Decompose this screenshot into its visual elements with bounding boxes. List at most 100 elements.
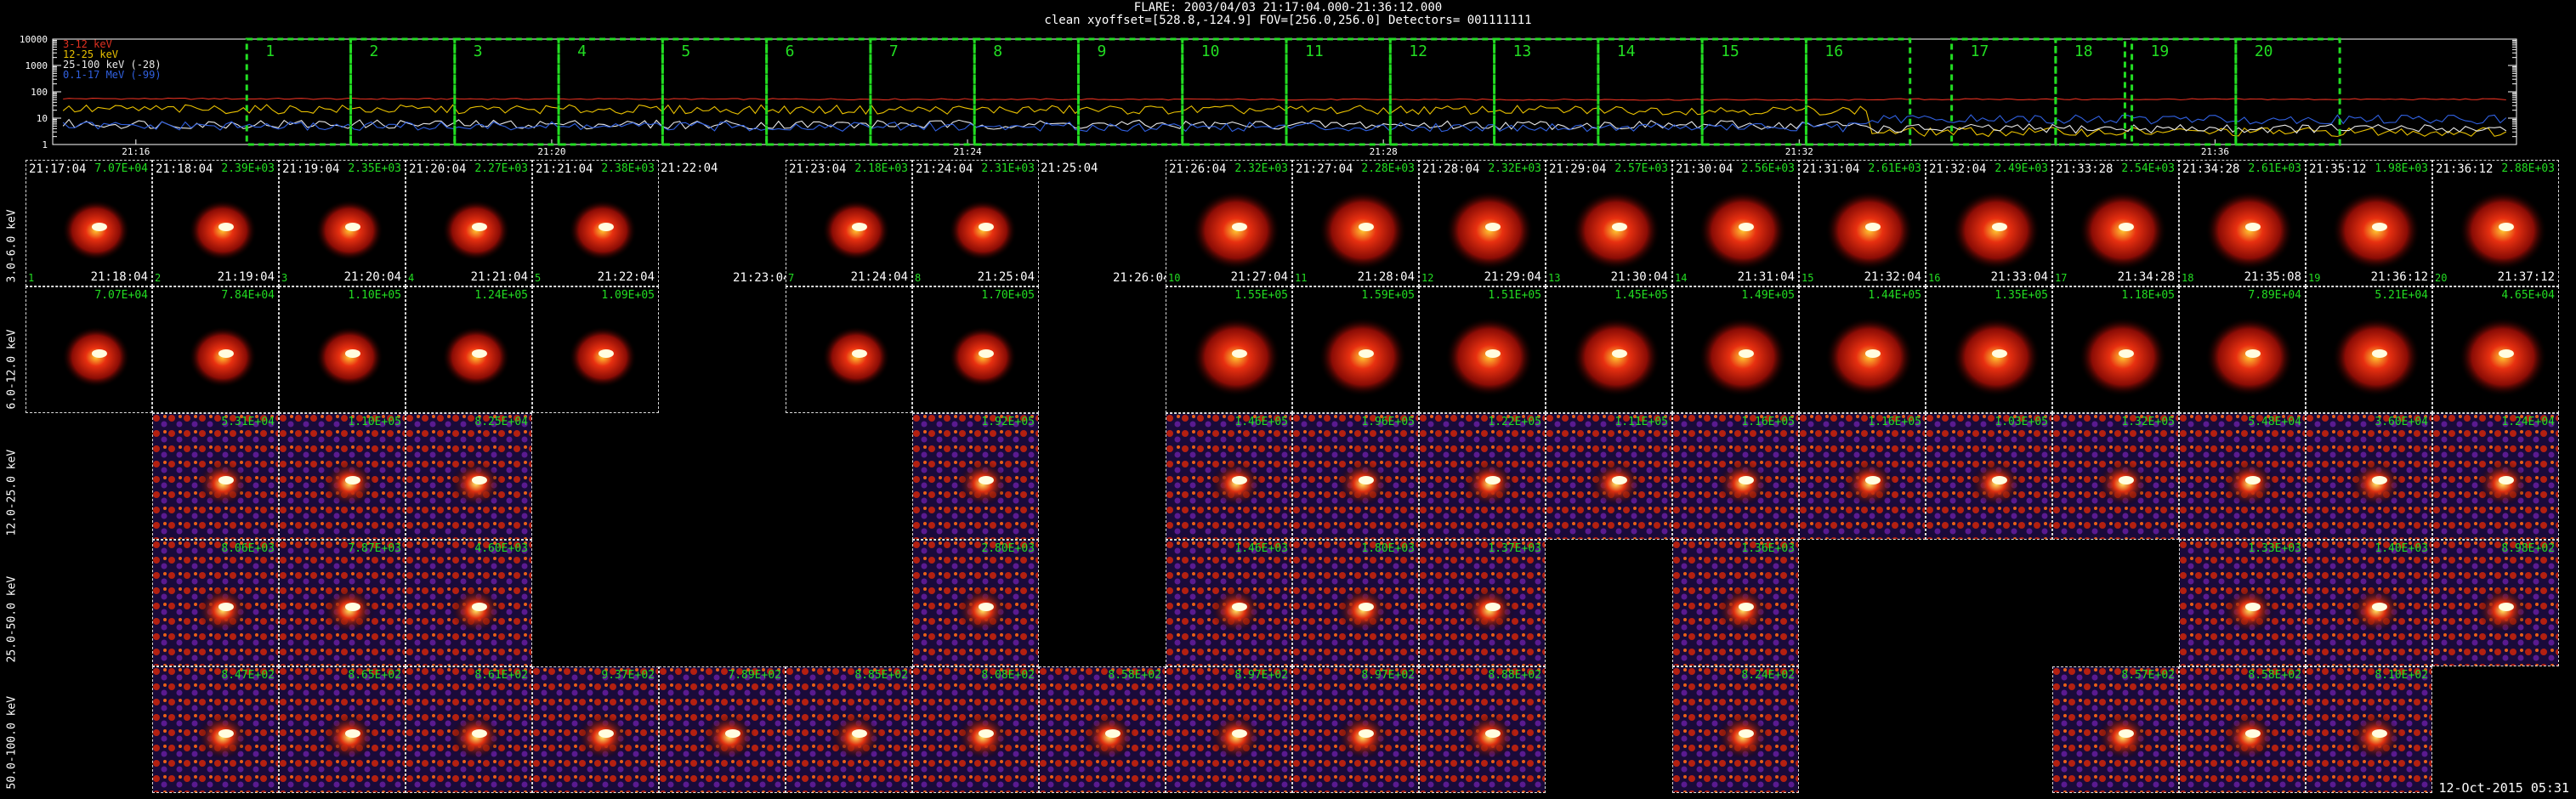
emission-source [153, 541, 278, 666]
rhessi-image [2078, 317, 2167, 397]
image-cell: 1.80E+03 [1292, 540, 1419, 666]
image-cell: 2.57E+03 21:29:04 21:30:04 13 [1546, 160, 1672, 286]
emission-source [948, 326, 1017, 388]
emission-source [1420, 667, 1545, 792]
emission-source [1166, 667, 1291, 792]
emission-source [1571, 317, 1660, 397]
peak-value: 1.36E+03 [1741, 542, 1795, 555]
image-cell: 2.31E+03 21:24:04 21:25:04 8 [912, 160, 1039, 286]
image-cell: 2.27E+03 21:20:04 21:21:04 4 [406, 160, 532, 286]
emission-source [406, 414, 531, 539]
image-cell: 1.49E+05 [1672, 286, 1799, 413]
peak-value: 8.06E+03 [221, 542, 275, 555]
emission-source [1166, 414, 1291, 539]
rhessi-image [1571, 190, 1660, 270]
image-cell: 8.97E+02 [1166, 666, 1292, 793]
interval-index: 18 [2182, 272, 2194, 284]
y-tick-label: 1 [42, 139, 48, 150]
peak-value: 1.11E+05 [1614, 416, 1668, 428]
rhessi-image [821, 199, 890, 261]
emission-source [568, 199, 637, 261]
rhessi-image [533, 667, 658, 792]
image-cell: 1.24E+04 [2432, 413, 2559, 540]
energy-band-label: 3.0-6.0 keV [5, 208, 19, 282]
peak-value: 2.88E+03 [2501, 162, 2555, 175]
rhessi-image [1166, 667, 1291, 792]
start-time: 21:32:04 [1929, 162, 1987, 176]
image-cell: 8.10E+02 [2306, 666, 2432, 793]
x-tick-label: 21:28 [1370, 146, 1398, 157]
peak-value: 1.16E+05 [1868, 416, 1921, 428]
emission-source [2078, 190, 2167, 270]
emission-source [1420, 541, 1545, 666]
interval-index: 19 [2308, 272, 2321, 284]
peak-value: 1.09E+05 [601, 289, 655, 302]
image-cell: 1.33E+03 [2179, 540, 2306, 666]
rhessi-image [1420, 414, 1545, 539]
image-cell: 2.35E+03 21:19:04 21:20:04 3 [279, 160, 406, 286]
image-cell: 2.49E+03 21:32:04 21:33:04 16 [1926, 160, 2052, 286]
time-label: 21:26:04 [1113, 271, 1171, 285]
rhessi-image [441, 199, 510, 261]
peak-value: 8.97E+02 [1234, 669, 1288, 682]
image-cell: 1.46E+03 [1166, 540, 1292, 666]
emission-source [188, 199, 257, 261]
emission-source [2053, 667, 2178, 792]
rhessi-image [2306, 414, 2431, 539]
flare-title: FLARE: 2003/04/03 21:17:04.000-21:36:12.… [1133, 1, 1443, 14]
end-time: 21:34:28 [2117, 270, 2175, 284]
emission-source [153, 667, 278, 792]
peak-value: 2.32E+03 [1488, 162, 1541, 175]
peak-value: 1.33E+03 [2248, 542, 2301, 555]
rhessi-image [153, 667, 278, 792]
rhessi-image [2053, 667, 2178, 792]
rhessi-image [1444, 317, 1534, 397]
peak-value: 1.40E+03 [2375, 542, 2428, 555]
image-cell: 1.16E+05 [1799, 413, 1926, 540]
start-time: 21:35:12 [2309, 162, 2367, 176]
interval-index: 12 [1421, 272, 1434, 284]
end-time: 21:30:04 [1610, 270, 1668, 284]
image-cell: 2.56E+03 21:30:04 21:31:04 14 [1672, 160, 1799, 286]
time-label: 21:22:04 [661, 162, 718, 175]
emission-source [1673, 667, 1798, 792]
emission-source [280, 667, 405, 792]
emission-source [2053, 414, 2178, 539]
image-cell: 7.87E+03 [279, 540, 406, 666]
image-cell: 2.61E+03 21:31:04 21:32:04 15 [1799, 160, 1926, 286]
image-cell: 8.61E+02 [406, 666, 532, 793]
interval-number: 20 [2255, 42, 2273, 60]
interval-box [2234, 37, 2341, 146]
rhessi-image [2331, 190, 2420, 270]
peak-value: 1.51E+05 [1488, 289, 1541, 302]
start-time: 21:29:04 [1549, 162, 1607, 176]
peak-value: 2.61E+03 [2248, 162, 2301, 175]
image-cell: 2.54E+03 21:33:28 21:34:28 17 [2052, 160, 2179, 286]
emission-source [153, 414, 278, 539]
end-time: 21:35:08 [2244, 270, 2301, 284]
rhessi-image [153, 414, 278, 539]
peak-value: 8.88E+02 [1488, 669, 1541, 682]
rhessi-image [1191, 190, 1280, 270]
imaging-params: clean xyoffset=[528.8,-124.9] FOV=[256.0… [1044, 14, 1532, 27]
y-tick-label: 100 [31, 87, 48, 98]
rhessi-image [1293, 541, 1418, 666]
peak-value: 2.32E+03 [1234, 162, 1288, 175]
image-cell: 8.85E+02 [786, 666, 912, 793]
interval-index: 10 [1168, 272, 1181, 284]
series-line-2 [62, 118, 2507, 134]
interval-number: 11 [1305, 42, 1324, 60]
interval-index: 1 [28, 272, 35, 284]
rhessi-image [315, 326, 383, 388]
rhessi-image [406, 667, 531, 792]
interval-index: 17 [2055, 272, 2068, 284]
emission-source [188, 326, 257, 388]
image-cell: 8.65E+02 [279, 666, 406, 793]
rhessi-image [315, 199, 383, 261]
image-cell: 8.06E+03 [152, 540, 279, 666]
peak-value: 8.98E+02 [2501, 542, 2555, 555]
emission-source [2078, 317, 2167, 397]
interval-index: 13 [1548, 272, 1561, 284]
rhessi-image [280, 667, 405, 792]
peak-value: 1.59E+05 [1361, 289, 1415, 302]
